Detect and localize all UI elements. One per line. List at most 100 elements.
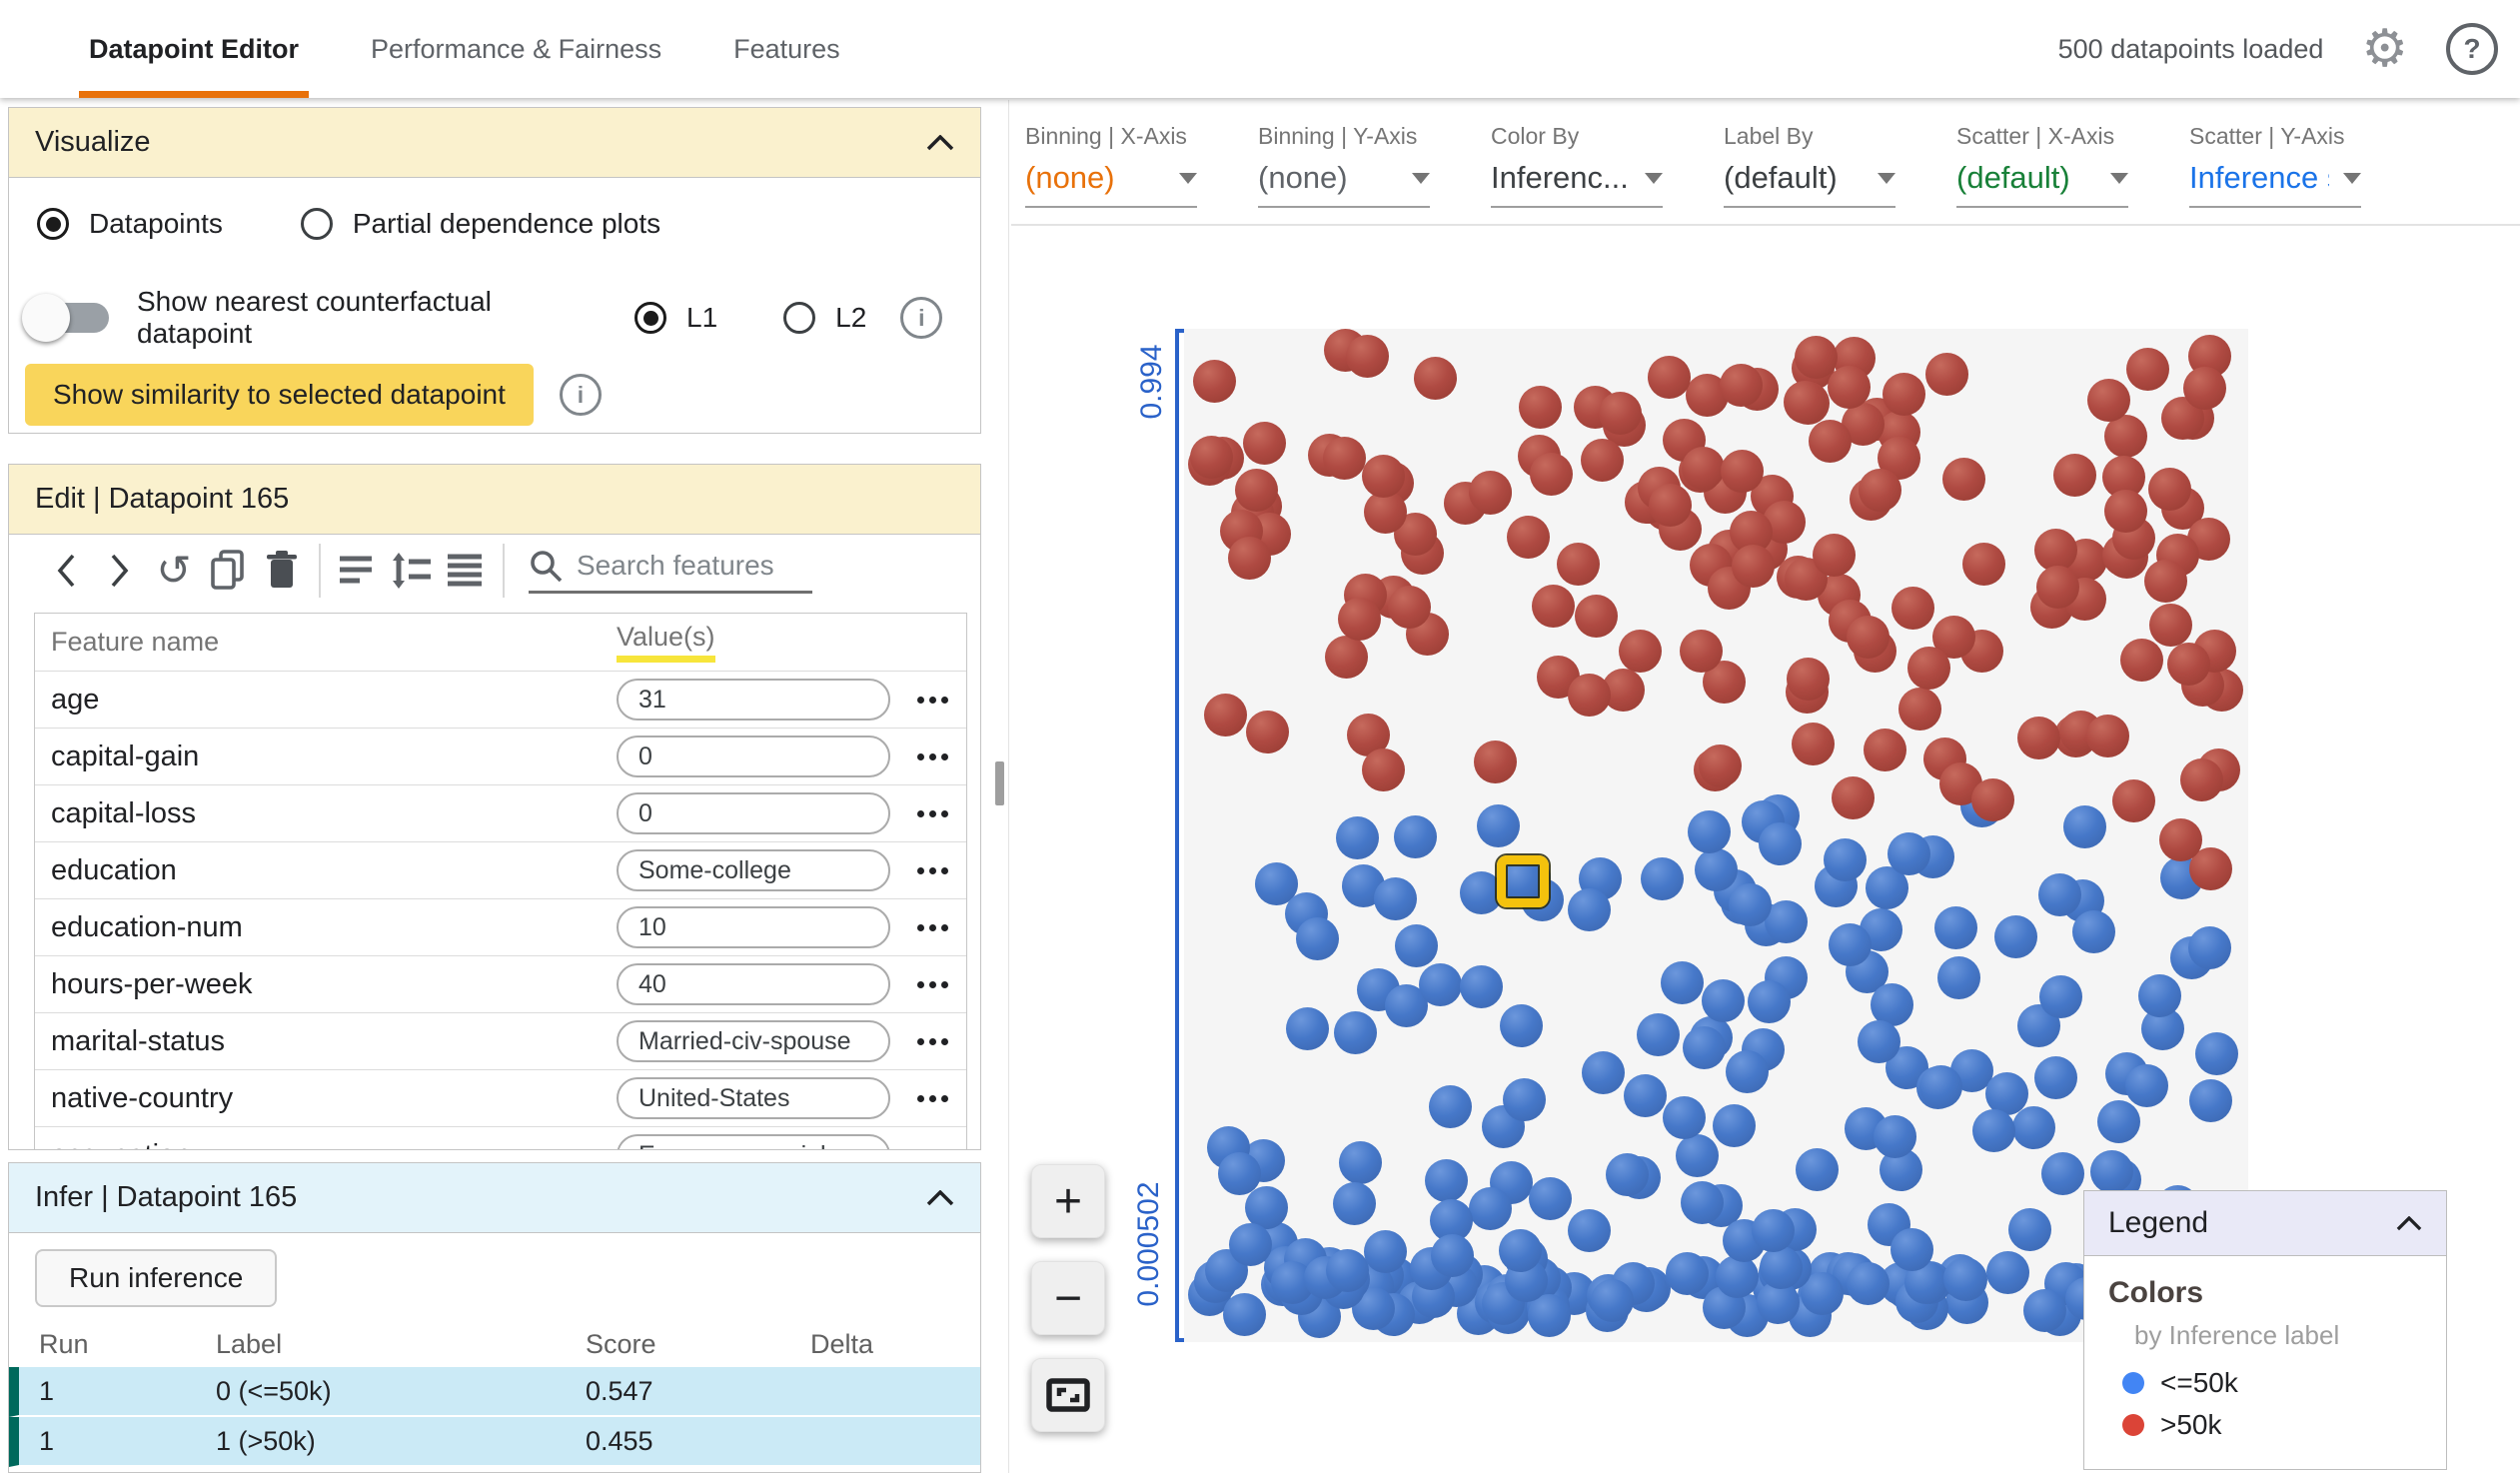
- datapoint-blue[interactable]: [1715, 1255, 1759, 1299]
- control-select-binning-x-axis[interactable]: (none): [1025, 160, 1197, 208]
- selected-datapoint-marker[interactable]: [1497, 855, 1549, 907]
- datapoint-blue[interactable]: [2096, 1100, 2140, 1144]
- collapse-chevron-icon[interactable]: [2396, 1215, 2422, 1231]
- datapoint-red[interactable]: [2086, 379, 2130, 423]
- feature-value-input[interactable]: [617, 792, 890, 834]
- feature-value-input[interactable]: [617, 1134, 890, 1149]
- datapoint-blue[interactable]: [1713, 1103, 1757, 1147]
- datapoint-red[interactable]: [1574, 595, 1618, 639]
- datapoint-red[interactable]: [1474, 739, 1518, 783]
- datapoint-blue[interactable]: [2008, 1207, 2052, 1251]
- datapoint-red[interactable]: [1243, 422, 1287, 466]
- legend-header[interactable]: Legend: [2084, 1191, 2446, 1256]
- datapoint-blue[interactable]: [1993, 914, 2037, 958]
- sort-features-icon[interactable]: [385, 544, 439, 598]
- datapoint-blue[interactable]: [1823, 837, 1867, 881]
- datapoint-blue[interactable]: [1419, 963, 1463, 1007]
- feature-value-input[interactable]: [617, 963, 890, 1005]
- datapoint-red[interactable]: [1519, 386, 1562, 430]
- datapoint-blue[interactable]: [1499, 858, 1543, 902]
- tab-performance-fairness[interactable]: Performance & Fairness: [371, 33, 662, 64]
- values-column-header[interactable]: Value(s): [617, 622, 715, 663]
- datapoint-blue[interactable]: [1529, 1177, 1573, 1221]
- datapoint-red[interactable]: [1228, 537, 1272, 580]
- datapoint-red[interactable]: [1346, 335, 1390, 379]
- datapoint-blue[interactable]: [1374, 876, 1418, 920]
- datapoint-blue[interactable]: [1919, 1065, 1963, 1109]
- left-panel-scrollbar-thumb[interactable]: [995, 761, 1004, 805]
- infer-panel-header[interactable]: Infer | Datapoint 165: [9, 1163, 980, 1233]
- datapoint-red[interactable]: [1941, 458, 1985, 502]
- datapoint-blue[interactable]: [1623, 1073, 1667, 1117]
- datapoint-blue[interactable]: [1499, 1004, 1543, 1048]
- counterfactual-toggle[interactable]: [22, 294, 109, 342]
- datapoint-red[interactable]: [2158, 817, 2202, 861]
- feature-options-icon[interactable]: [915, 689, 950, 712]
- datapoint-red[interactable]: [2147, 468, 2191, 512]
- datapoint-blue[interactable]: [1228, 1222, 1272, 1266]
- datapoint-blue[interactable]: [1286, 1006, 1330, 1050]
- datapoint-red[interactable]: [1961, 542, 2005, 586]
- datapoint-blue[interactable]: [2188, 1079, 2232, 1123]
- datapoint-red[interactable]: [1897, 687, 1941, 731]
- datapoint-blue[interactable]: [2072, 910, 2116, 954]
- datapoint-red[interactable]: [1580, 438, 1624, 482]
- datapoint-blue[interactable]: [2038, 873, 2082, 916]
- datapoint-blue[interactable]: [2124, 1063, 2168, 1107]
- datapoint-red[interactable]: [1361, 748, 1405, 792]
- tab-datapoint-editor[interactable]: Datapoint Editor: [79, 0, 309, 98]
- datapoint-red[interactable]: [2120, 638, 2164, 682]
- datapoint-red[interactable]: [2016, 717, 2060, 760]
- datapoint-red[interactable]: [1556, 542, 1600, 586]
- datapoint-blue[interactable]: [1972, 1109, 2016, 1153]
- datapoint-red[interactable]: [1791, 723, 1835, 766]
- datapoint-blue[interactable]: [1395, 923, 1439, 967]
- feature-options-icon[interactable]: [915, 1144, 950, 1150]
- feature-search-input[interactable]: [575, 548, 804, 583]
- datapoint-red[interactable]: [1721, 449, 1765, 493]
- datapoint-red[interactable]: [1795, 336, 1839, 380]
- datapoint-red[interactable]: [1619, 629, 1663, 673]
- fit-to-screen-button[interactable]: [1031, 1358, 1105, 1432]
- datapoint-blue[interactable]: [1636, 1012, 1680, 1056]
- feature-options-icon[interactable]: [915, 916, 950, 939]
- datapoint-red[interactable]: [1648, 484, 1692, 528]
- datapoint-blue[interactable]: [1503, 1078, 1547, 1122]
- datapoint-blue[interactable]: [1295, 916, 1339, 960]
- feature-value-input[interactable]: [617, 1020, 890, 1062]
- datapoint-blue[interactable]: [1665, 1252, 1709, 1296]
- datapoint-blue[interactable]: [1760, 1246, 1804, 1290]
- datapoint-red[interactable]: [1531, 584, 1575, 628]
- control-select-label-by[interactable]: (default): [1724, 160, 1895, 208]
- datapoint-blue[interactable]: [1424, 1159, 1468, 1203]
- datapoint-blue[interactable]: [1694, 847, 1738, 891]
- datapoint-red[interactable]: [1864, 729, 1907, 772]
- datapoint-blue[interactable]: [1430, 1233, 1474, 1277]
- datapoint-red[interactable]: [2189, 847, 2233, 891]
- datapoint-blue[interactable]: [1459, 871, 1503, 915]
- datapoint-blue[interactable]: [1498, 1229, 1542, 1273]
- collapse-chevron-icon[interactable]: [926, 1189, 954, 1206]
- datapoint-red[interactable]: [1891, 587, 1935, 631]
- datapoint-red[interactable]: [1906, 647, 1950, 691]
- datapoint-red[interactable]: [1529, 452, 1573, 496]
- datapoint-blue[interactable]: [1751, 1208, 1795, 1252]
- datapoint-blue[interactable]: [1985, 1072, 2029, 1116]
- datapoint-red[interactable]: [2086, 715, 2130, 758]
- datapoint-red[interactable]: [1719, 363, 1763, 407]
- datapoint-blue[interactable]: [2012, 1105, 2056, 1149]
- feature-value-input[interactable]: [617, 906, 890, 948]
- mode-radio-partial-dependence-plots[interactable]: [300, 208, 333, 240]
- feature-options-icon[interactable]: [915, 802, 950, 825]
- datapoint-blue[interactable]: [1828, 923, 1872, 967]
- datapoint-blue[interactable]: [1985, 1251, 2029, 1295]
- datapoint-red[interactable]: [2104, 489, 2148, 533]
- datapoint-blue[interactable]: [1944, 1257, 1988, 1301]
- next-datapoint-button[interactable]: [93, 544, 147, 598]
- collapse-chevron-icon[interactable]: [926, 134, 954, 151]
- info-icon[interactable]: i: [900, 297, 943, 339]
- datapoint-blue[interactable]: [1726, 1049, 1770, 1093]
- datapoint-red[interactable]: [1364, 491, 1408, 535]
- datapoint-blue[interactable]: [1335, 815, 1379, 859]
- duplicate-datapoint-icon[interactable]: [201, 544, 255, 598]
